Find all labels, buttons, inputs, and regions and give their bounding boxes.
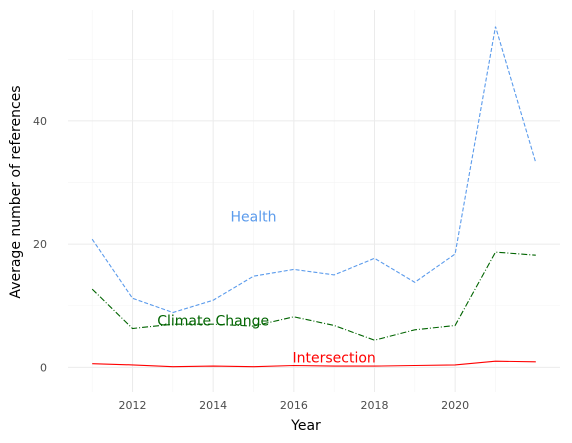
series-label-intersection: Intersection <box>293 350 376 366</box>
y-axis-tick-labels: 0 20 40 <box>33 115 47 374</box>
x-axis-tick-labels: 2012 2014 2016 2018 2020 <box>119 399 470 412</box>
major-gridlines <box>68 10 560 392</box>
y-tick-label: 0 <box>40 361 47 374</box>
x-tick-label: 2016 <box>280 399 308 412</box>
series-lines <box>91 26 537 368</box>
x-tick-label: 2020 <box>441 399 469 412</box>
minor-gridlines <box>68 10 560 392</box>
x-tick-label: 2014 <box>199 399 227 412</box>
series-line-health <box>91 26 537 314</box>
series-line-climate-change <box>91 251 536 341</box>
series-labels: Health Climate Change Intersection <box>157 209 376 366</box>
x-tick-label: 2018 <box>360 399 388 412</box>
series-label-climate-change: Climate Change <box>157 314 269 330</box>
y-axis-title: Average number of references <box>8 85 24 298</box>
series-label-health: Health <box>231 209 277 225</box>
x-tick-label: 2012 <box>119 399 147 412</box>
series-line-intersection <box>92 360 536 368</box>
y-tick-label: 40 <box>33 115 47 128</box>
x-axis-title: Year <box>290 418 321 434</box>
y-tick-label: 20 <box>33 238 47 251</box>
